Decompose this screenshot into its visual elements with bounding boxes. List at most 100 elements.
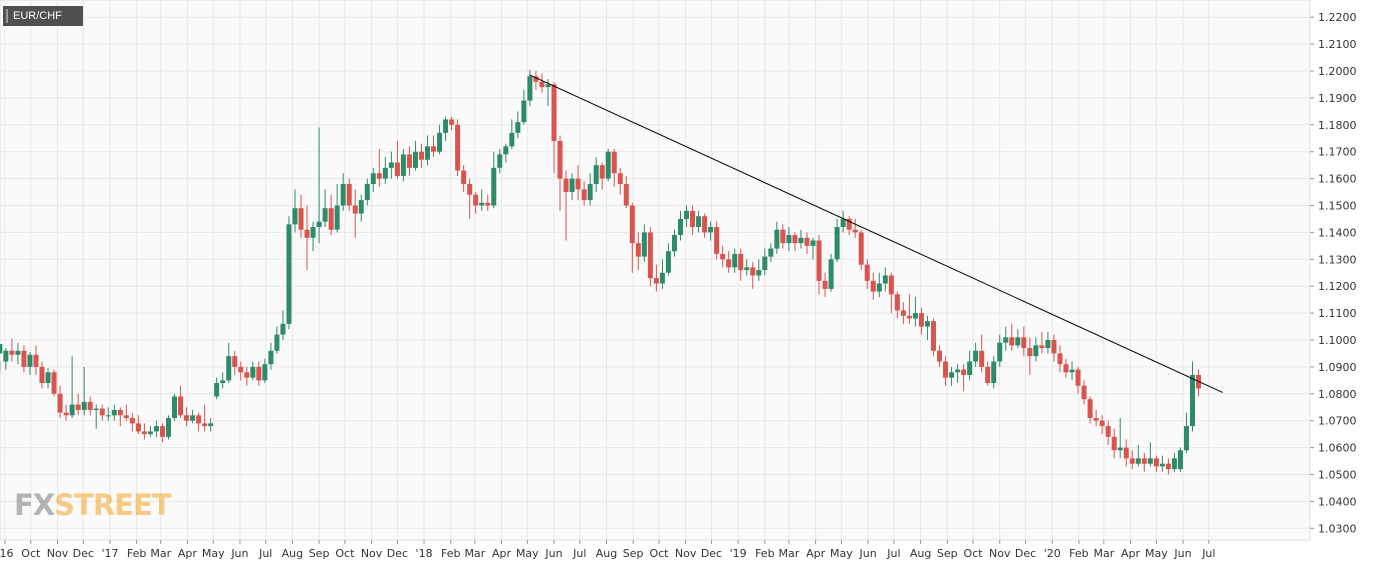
candle[interactable]	[57, 385, 63, 419]
candle[interactable]	[991, 356, 997, 389]
candle[interactable]	[1009, 323, 1015, 351]
candle[interactable]	[750, 261, 756, 289]
candle[interactable]	[328, 194, 334, 236]
candle[interactable]	[1081, 380, 1087, 405]
candle[interactable]	[370, 167, 376, 193]
candle[interactable]	[1021, 326, 1027, 357]
candle[interactable]	[509, 119, 515, 150]
candle[interactable]	[141, 423, 147, 440]
candle[interactable]	[804, 232, 810, 254]
candle[interactable]	[238, 361, 244, 381]
candle[interactable]	[15, 342, 21, 365]
candle[interactable]	[256, 361, 262, 386]
candle[interactable]	[437, 124, 443, 155]
candle[interactable]	[358, 194, 364, 222]
candle[interactable]	[888, 272, 894, 314]
candle[interactable]	[1051, 334, 1057, 362]
trendline[interactable]	[529, 74, 1223, 393]
candle[interactable]	[3, 348, 9, 370]
candle[interactable]	[1153, 455, 1159, 472]
candle[interactable]	[400, 149, 406, 182]
candle[interactable]	[455, 119, 461, 176]
candle[interactable]	[1189, 361, 1195, 432]
candle[interactable]	[906, 294, 912, 324]
candle[interactable]	[298, 194, 304, 238]
candle[interactable]	[376, 149, 382, 187]
candle[interactable]	[443, 116, 449, 141]
candle[interactable]	[1039, 331, 1045, 354]
candle[interactable]	[949, 366, 955, 386]
candle[interactable]	[671, 229, 677, 257]
candle[interactable]	[364, 178, 370, 206]
candle[interactable]	[647, 227, 653, 287]
candle[interactable]	[864, 259, 870, 289]
candle[interactable]	[214, 377, 220, 400]
candle[interactable]	[563, 170, 569, 241]
candle[interactable]	[123, 404, 129, 421]
candle[interactable]	[286, 216, 292, 330]
candle[interactable]	[587, 173, 593, 206]
candle[interactable]	[876, 272, 882, 297]
candle[interactable]	[117, 407, 123, 427]
candle[interactable]	[310, 221, 316, 252]
candle[interactable]	[557, 135, 563, 211]
candle[interactable]	[684, 205, 690, 228]
candle[interactable]	[159, 423, 165, 443]
candle[interactable]	[997, 334, 1003, 367]
candle[interactable]	[129, 412, 135, 432]
candle[interactable]	[51, 369, 57, 397]
candle[interactable]	[208, 418, 214, 432]
candle[interactable]	[388, 151, 394, 179]
candle[interactable]	[406, 146, 412, 176]
candle[interactable]	[1165, 458, 1171, 475]
candle[interactable]	[1141, 452, 1147, 472]
symbol-badge[interactable]: EUR/CHF	[3, 6, 83, 26]
candle[interactable]	[629, 202, 635, 273]
candle[interactable]	[665, 243, 671, 276]
candle[interactable]	[202, 404, 208, 432]
candle[interactable]	[1027, 337, 1033, 375]
candle[interactable]	[1015, 329, 1021, 349]
candle[interactable]	[1111, 428, 1117, 459]
candle[interactable]	[918, 307, 924, 335]
candle[interactable]	[497, 149, 503, 174]
candle[interactable]	[485, 194, 491, 211]
candle[interactable]	[708, 221, 714, 241]
candle[interactable]	[190, 409, 196, 424]
candle[interactable]	[617, 167, 623, 195]
candle[interactable]	[967, 350, 973, 381]
candle[interactable]	[912, 296, 918, 327]
candle[interactable]	[1003, 326, 1009, 351]
candle[interactable]	[738, 248, 744, 281]
candle[interactable]	[27, 352, 33, 375]
candle[interactable]	[1117, 418, 1123, 459]
candle[interactable]	[955, 364, 961, 384]
candle[interactable]	[135, 415, 141, 435]
candle[interactable]	[316, 127, 322, 244]
candle[interactable]	[732, 248, 738, 273]
candle[interactable]	[515, 111, 521, 139]
candle[interactable]	[147, 426, 153, 437]
candle[interactable]	[322, 189, 328, 228]
candle[interactable]	[1093, 409, 1099, 427]
candle[interactable]	[720, 245, 726, 268]
candle[interactable]	[623, 175, 629, 209]
candle[interactable]	[250, 361, 256, 381]
candle[interactable]	[635, 232, 641, 271]
candle[interactable]	[581, 181, 587, 206]
candle[interactable]	[822, 272, 828, 297]
candle[interactable]	[1069, 361, 1075, 381]
candle[interactable]	[961, 364, 967, 392]
candle[interactable]	[274, 326, 280, 354]
candle[interactable]	[834, 218, 840, 262]
candle[interactable]	[696, 210, 702, 233]
candle[interactable]	[93, 404, 99, 429]
candle[interactable]	[894, 291, 900, 319]
candle[interactable]	[786, 227, 792, 252]
candle[interactable]	[21, 345, 27, 373]
candle[interactable]	[479, 189, 485, 211]
candle[interactable]	[521, 89, 527, 125]
candle[interactable]	[69, 356, 75, 419]
candle[interactable]	[178, 385, 184, 419]
